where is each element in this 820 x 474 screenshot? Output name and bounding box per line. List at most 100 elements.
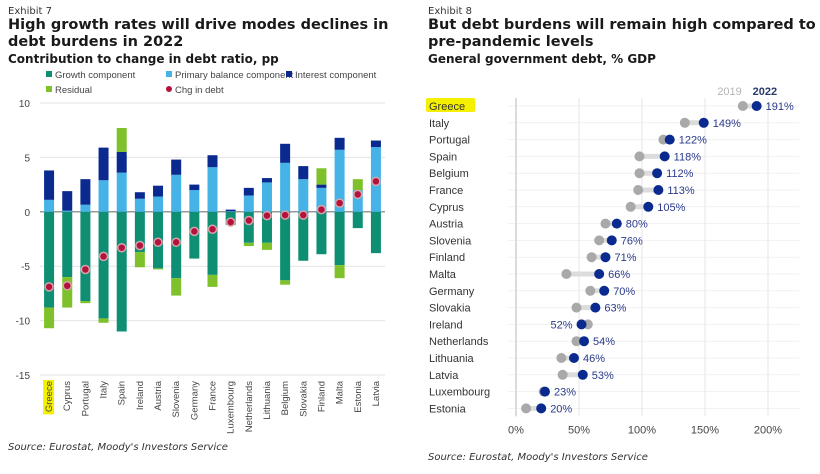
bar-segment-interest-component (134, 192, 145, 199)
x-tick-label: 0% (508, 424, 524, 436)
x-tick-label: Estonia (353, 380, 364, 412)
bar-segment-primary-balance-component (207, 167, 218, 212)
legend-label: Chg in debt (175, 85, 224, 96)
dot-2019 (594, 235, 605, 246)
x-tick-label: Spain (117, 381, 128, 405)
legend-item-residual: Residual (46, 85, 92, 96)
data-label: 122% (679, 135, 707, 147)
chg-debt-marker (44, 282, 54, 292)
data-label: 54% (593, 336, 615, 348)
category-label: Italy (429, 118, 450, 130)
chg-debt-marker (334, 198, 345, 208)
x-tick-label: Finland (316, 381, 327, 412)
dot-2022 (653, 185, 664, 195)
bar-segment-residual (207, 274, 218, 287)
x-tick-label: 200% (754, 424, 782, 436)
dot-2019 (634, 168, 645, 179)
bar-segment-interest-component (370, 140, 381, 148)
chart-subtitle: General government debt, % GDP (428, 52, 656, 66)
legend-item-growth: Growth component (46, 70, 135, 81)
exhibit-label: Exhibit 7 (8, 6, 52, 17)
bar-segment-interest-component (207, 155, 218, 168)
y-tick-label: 10 (19, 99, 31, 110)
bar-segment-primary-balance-component (316, 187, 327, 212)
chg-debt-marker (189, 226, 200, 237)
bar-segment-growth-component (62, 211, 73, 278)
category-label: Portugal (429, 135, 470, 147)
category-label: Cyprus (429, 202, 464, 214)
category-label: Slovenia (429, 235, 472, 247)
y-tick-label: 0 (24, 208, 30, 219)
chg-debt-marker (371, 176, 381, 187)
bar-segment-growth-component (261, 211, 272, 243)
dumbbell-chart: 0% 50% 100% 150% 200% 2019 2022 Greece 191% Italy… (426, 86, 800, 436)
chg-debt-marker (80, 264, 91, 275)
x-tick-label: Netherlands (244, 381, 255, 432)
bar-segment-interest-component (98, 147, 109, 181)
bar-segment-residual (62, 277, 73, 308)
x-tick-label: 100% (628, 424, 656, 436)
data-label: 63% (604, 303, 626, 315)
bar-segment-primary-balance-component (80, 204, 91, 212)
bar-segment-primary-balance-component (334, 149, 345, 212)
data-label: 118% (674, 151, 702, 163)
bar-segment-primary-balance-component (44, 199, 55, 212)
category-label: Luxembourg (429, 387, 490, 399)
bar-segment-residual (44, 307, 55, 329)
data-label: 52% (550, 319, 572, 331)
bar-segment-primary-balance-component (189, 190, 200, 212)
bar-segment-residual (352, 179, 363, 191)
x-tick-label: 150% (691, 424, 719, 436)
bar-segment-growth-component (98, 211, 109, 319)
category-label: Belgium (429, 168, 469, 180)
legend-swatch (286, 71, 292, 78)
chg-debt-marker (316, 204, 327, 215)
x-tick-label: Lithuania (262, 380, 273, 419)
bar-segment-residual (316, 168, 327, 185)
bar-segment-interest-component (62, 191, 73, 211)
bar-segment-residual (243, 242, 254, 247)
chg-debt-marker (353, 189, 363, 200)
bar-segment-interest-component (334, 137, 345, 150)
dot-2022 (536, 403, 547, 414)
bar-segment-interest-component (189, 184, 200, 191)
bar-segment-growth-component (352, 211, 363, 229)
dot-2019 (585, 285, 596, 296)
bar-segment-interest-component (171, 159, 182, 175)
dot-2022 (664, 134, 675, 145)
chart-title: But debt burdens will remain high compar… (428, 17, 816, 50)
bar-segment-interest-component (80, 179, 91, 205)
chg-debt-marker (298, 210, 309, 220)
category-label: Ireland (429, 319, 463, 331)
x-tick-label: Austria (153, 380, 164, 410)
x-tick-label: Slovakia (298, 380, 309, 417)
dot-2019 (557, 369, 568, 380)
legend-label: Interest component (295, 70, 377, 81)
bar-segment-growth-component (80, 211, 91, 302)
category-label: Spain (429, 151, 457, 163)
bar-segment-growth-component (243, 211, 254, 243)
bar-segment-interest-component (316, 184, 327, 188)
chg-debt-marker (280, 210, 290, 220)
data-label: 191% (766, 101, 794, 113)
legend-label: Primary balance component (175, 70, 294, 81)
bar-segment-primary-balance-component (298, 179, 309, 212)
legend-swatch (46, 71, 52, 78)
source-note: Source: Eurostat, Moody's Investors Serv… (8, 442, 228, 453)
category-label: Estonia (429, 403, 467, 415)
y-tick-label: -10 (16, 317, 31, 328)
chg-debt-marker (98, 251, 109, 262)
dot-2022 (751, 101, 762, 111)
data-label: 70% (613, 286, 635, 298)
dot-2019 (571, 336, 582, 347)
dot-2022 (579, 336, 590, 347)
data-label: 66% (608, 269, 630, 281)
legend-2019: 2019 (717, 86, 741, 98)
bar-segment-residual (153, 268, 164, 270)
bar-segment-primary-balance-component (352, 190, 363, 212)
dot-2019 (634, 151, 645, 162)
dot-2022 (590, 302, 601, 313)
dot-2019 (521, 403, 532, 414)
dot-2019 (571, 302, 582, 313)
bar-segment-interest-component (280, 143, 291, 163)
